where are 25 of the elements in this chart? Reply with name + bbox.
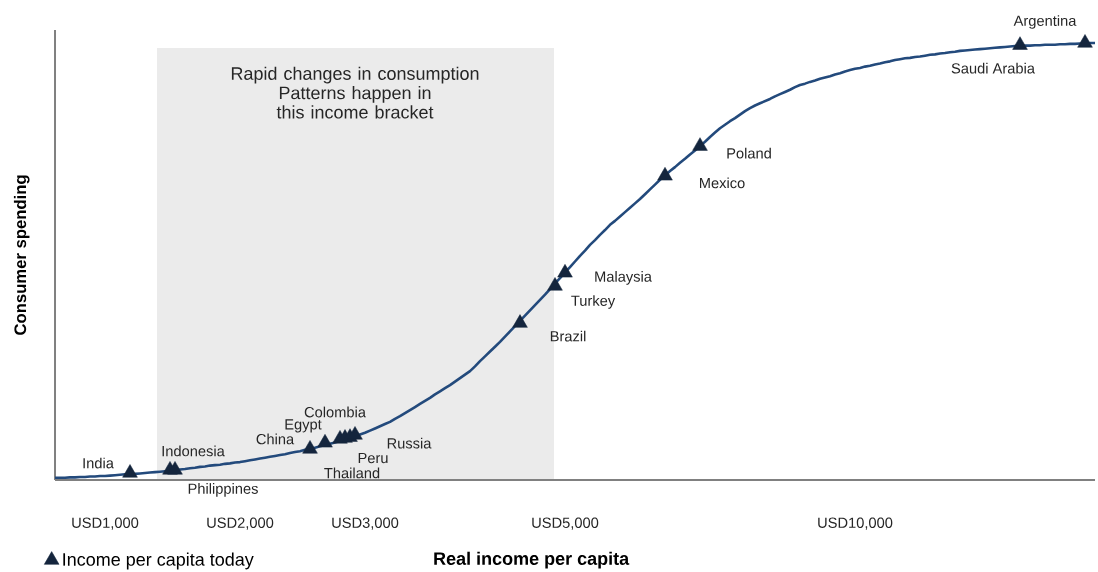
annotation: Peru xyxy=(358,452,388,464)
legend-label: Income per capita today xyxy=(63,552,254,570)
x-axis-title: Real income per capita xyxy=(434,551,630,569)
text: Philippines xyxy=(188,483,258,497)
annotation: Egypt xyxy=(285,419,322,433)
annotation: Turkey xyxy=(571,295,616,309)
x-tick-label: USD1,000 xyxy=(72,517,139,530)
annotation: Mexico xyxy=(699,177,745,189)
x-tick-label: USD10,000 xyxy=(818,517,893,530)
annotation: Indonesia xyxy=(162,445,225,457)
annotation: Rapid changes in consumption Patterns happen in this income bracket xyxy=(231,66,479,119)
annotation: Saudi Arabia xyxy=(951,62,1035,74)
annotation: Brazil xyxy=(550,330,586,342)
y-axis-title: Consumer spending xyxy=(13,175,30,335)
x-tick-label: USD5,000 xyxy=(532,517,599,530)
x-tick-label: USD3,000 xyxy=(332,517,399,530)
annotation: China xyxy=(256,433,295,445)
annotation: Russia xyxy=(387,437,432,449)
annotation: Poland xyxy=(727,147,771,159)
annotation: Thailand xyxy=(324,467,380,479)
text: Argentina xyxy=(1013,15,1077,29)
annotation: Colombia xyxy=(304,406,366,418)
annotation: India xyxy=(83,457,114,469)
x-tick-label: USD2,000 xyxy=(207,517,274,530)
annotation: Malaysia xyxy=(595,271,652,285)
